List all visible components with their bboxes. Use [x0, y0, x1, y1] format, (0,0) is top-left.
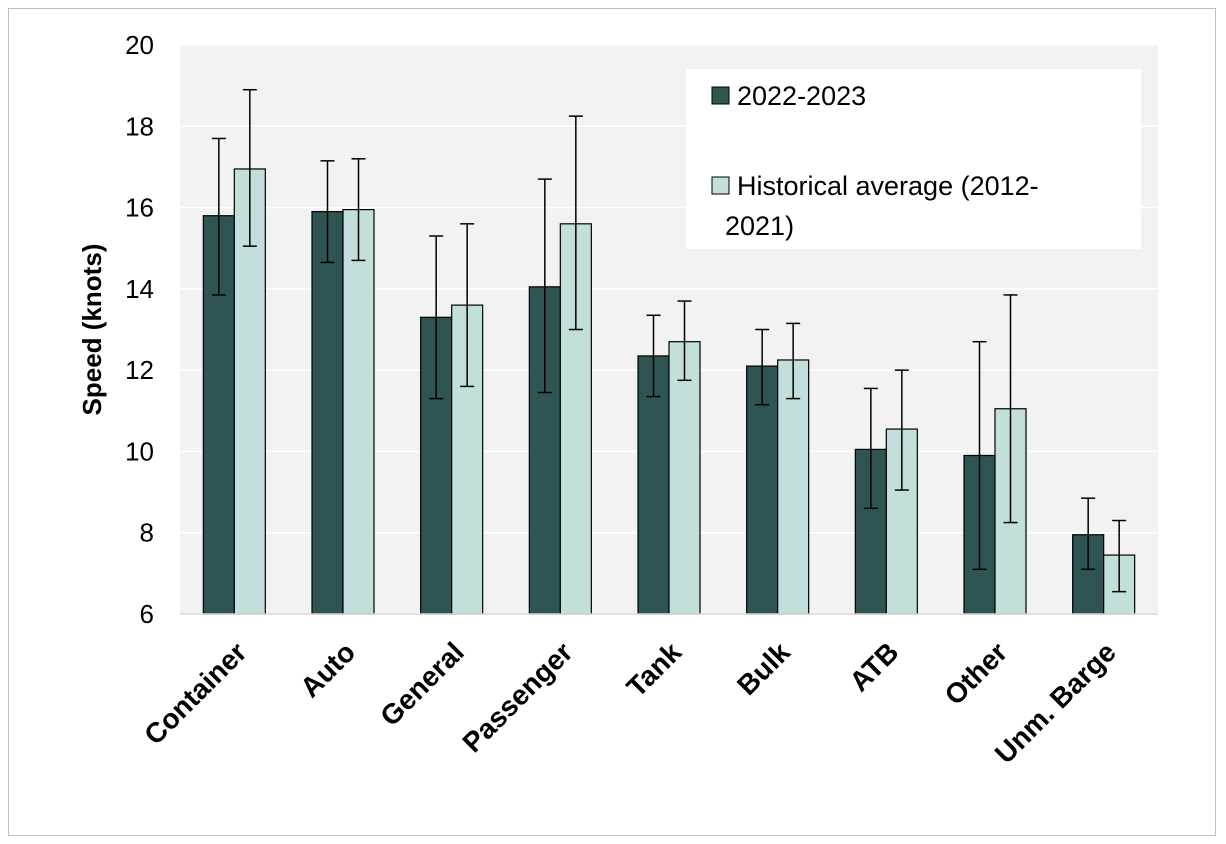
error-bar	[242, 88, 257, 247]
error-bars	[211, 88, 1127, 593]
error-bar	[1003, 294, 1018, 524]
bar-auto-series-0	[311, 211, 344, 615]
error-bar	[894, 369, 909, 491]
y-tick-label: 10	[125, 436, 154, 466]
error-bar	[755, 328, 770, 406]
y-tick-label: 12	[125, 355, 154, 385]
x-category-label: Auto	[294, 636, 361, 703]
error-bar	[568, 115, 583, 331]
chart-frame: 6 8 10 12 14 16 18 20 Container Auto General Passen…	[8, 8, 1216, 836]
error-bar	[320, 160, 335, 264]
x-category-label: Container	[138, 636, 252, 750]
y-tick-label: 16	[125, 193, 154, 223]
y-tick-label: 18	[125, 111, 154, 141]
legend-label-historical-line2: 2021)	[725, 211, 794, 241]
error-bar	[1081, 497, 1096, 571]
error-bar	[646, 314, 661, 398]
x-category-label: Passenger	[457, 636, 579, 758]
bar-bulk-series-1	[777, 359, 810, 615]
x-category-label: Tank	[621, 636, 688, 703]
bar-tank-series-0	[637, 355, 670, 615]
y-tick-label: 14	[125, 274, 154, 304]
legend-swatch-historical	[711, 176, 730, 195]
error-bar	[786, 322, 801, 400]
legend: 2022-2023 Historical average (2012- 2021…	[686, 69, 1141, 249]
y-tick-label: 6	[140, 599, 154, 629]
error-bar	[211, 137, 226, 296]
error-bar	[429, 235, 444, 400]
legend-label-2022-2023: 2022-2023	[737, 81, 866, 111]
y-tick-label: 8	[140, 518, 154, 548]
legend-background	[686, 69, 1141, 249]
y-tick-label: 20	[125, 30, 154, 60]
chart-svg: 6 8 10 12 14 16 18 20 Container Auto GeneralPassen…	[77, 30, 1158, 769]
legend-label-historical-line1: Historical average (2012-	[737, 171, 1039, 201]
legend-swatch-2022-2023	[711, 86, 730, 105]
bar-tank-series-1	[668, 341, 701, 615]
x-category-label: General	[374, 636, 470, 732]
bar-auto-series-1	[342, 209, 375, 615]
error-bar	[460, 223, 475, 388]
x-category-label: Other	[939, 636, 1014, 711]
error-bar	[677, 300, 692, 382]
error-bar	[351, 158, 366, 262]
y-axis-title: Speed (knots)	[77, 244, 107, 416]
x-category-label: Bulk	[731, 636, 796, 701]
error-bar	[863, 387, 878, 510]
error-bar	[972, 340, 987, 571]
error-bar	[537, 178, 552, 394]
error-bar	[1112, 519, 1127, 593]
x-category-label: ATB	[843, 636, 904, 697]
